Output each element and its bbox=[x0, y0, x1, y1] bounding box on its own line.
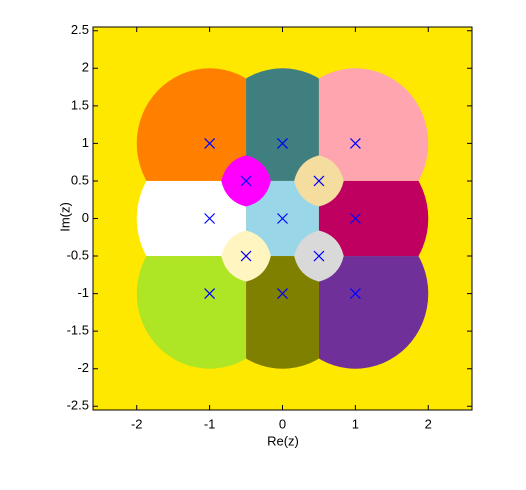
marker bbox=[204, 288, 216, 300]
y-tick-label: -1.5 bbox=[67, 323, 89, 338]
marker bbox=[349, 213, 361, 224]
marker bbox=[277, 213, 288, 224]
marker bbox=[277, 137, 288, 149]
y-tick-label: -2 bbox=[77, 360, 89, 375]
marker bbox=[349, 288, 361, 300]
marker bbox=[240, 250, 252, 262]
x-tick-label: 1 bbox=[352, 416, 359, 431]
marker bbox=[313, 175, 325, 187]
x-axis-label: Re(z) bbox=[267, 433, 299, 448]
y-tick-label: 1.5 bbox=[71, 97, 89, 112]
y-tick-label: 0.5 bbox=[71, 172, 89, 187]
y-tick-label: -1 bbox=[77, 285, 89, 300]
y-tick-label: 2 bbox=[82, 60, 89, 75]
marker bbox=[240, 175, 252, 187]
y-tick-label: 0 bbox=[82, 210, 89, 225]
x-tick-label: 2 bbox=[425, 416, 432, 431]
x-tick-label: -1 bbox=[204, 416, 216, 431]
marker bbox=[277, 288, 288, 300]
marker bbox=[204, 137, 216, 149]
y-tick-label: 1 bbox=[82, 135, 89, 150]
x-tick-label: -2 bbox=[131, 416, 143, 431]
marker bbox=[204, 213, 216, 224]
y-tick-label: -2.5 bbox=[67, 398, 89, 413]
marker bbox=[349, 137, 361, 149]
x-tick-label: 0 bbox=[279, 416, 286, 431]
y-tick-label: -0.5 bbox=[67, 247, 89, 262]
y-tick-label: 2.5 bbox=[71, 22, 89, 37]
y-axis-label: Im(z) bbox=[57, 202, 72, 232]
marker bbox=[313, 250, 325, 262]
